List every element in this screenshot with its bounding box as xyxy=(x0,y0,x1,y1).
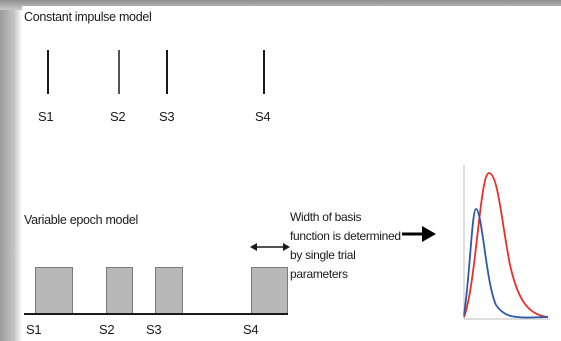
impulse-label-s1: S1 xyxy=(38,109,54,124)
epoch-box-s3 xyxy=(155,267,183,314)
impulse-stick-s3 xyxy=(166,50,168,94)
epoch-box-s1 xyxy=(35,267,73,314)
width-double-arrow-icon xyxy=(250,243,290,251)
annotation-line-2: function is determined xyxy=(290,229,401,243)
impulse-stick-s1 xyxy=(47,50,49,94)
epoch-label-s2: S2 xyxy=(99,322,115,337)
epoch-label-s3: S3 xyxy=(146,322,162,337)
annotation-line-3: by single trial xyxy=(290,248,356,262)
wide-response-curve xyxy=(463,172,549,318)
epoch-label-s1: S1 xyxy=(26,322,42,337)
impulse-label-s4: S4 xyxy=(255,109,271,124)
epoch-label-s4: S4 xyxy=(243,322,259,337)
top-shade-band xyxy=(0,0,561,10)
impulse-label-s3: S3 xyxy=(159,109,175,124)
annotation-line-1: Width of basis xyxy=(290,210,362,224)
impulse-label-s2: S2 xyxy=(110,109,126,124)
epoch-box-s2 xyxy=(106,267,133,314)
response-curves-plot xyxy=(463,165,550,320)
impulse-model-title: Constant impulse model xyxy=(24,10,152,24)
annotation-line-4: parameters xyxy=(290,267,348,281)
narrow-response-curve xyxy=(463,208,549,319)
epoch-model-title: Variable epoch model xyxy=(24,213,138,227)
impulse-stick-s4 xyxy=(263,50,265,94)
epoch-box-s4 xyxy=(251,267,288,314)
right-arrow-icon xyxy=(402,226,436,242)
epoch-baseline xyxy=(24,313,288,315)
impulse-stick-s2 xyxy=(118,50,120,94)
